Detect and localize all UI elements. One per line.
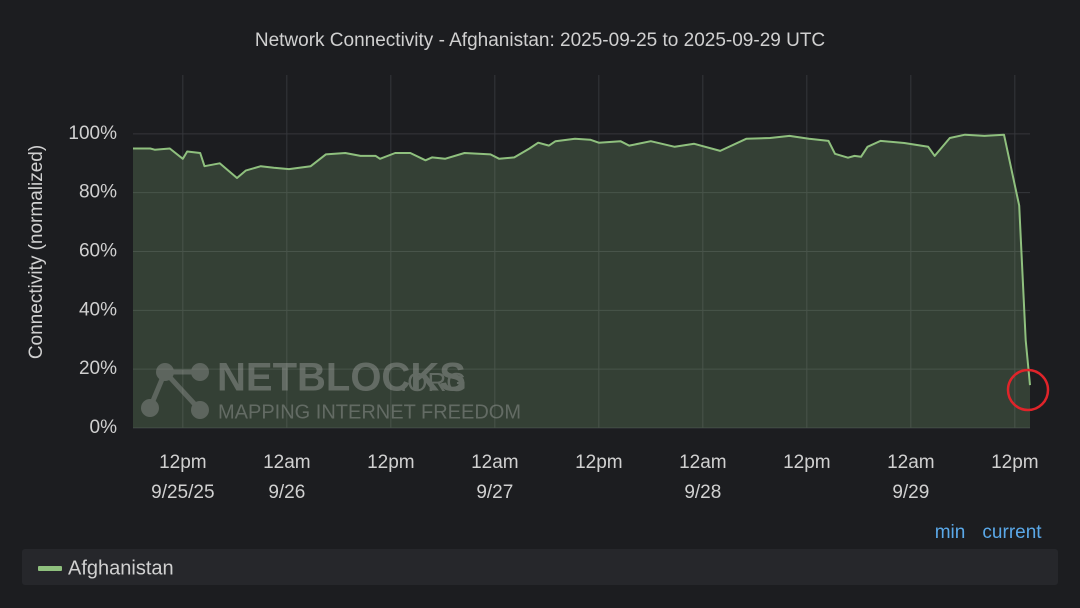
legend-label[interactable]: Afghanistan [68,557,174,579]
chart-title: Network Connectivity - Afghanistan: 2025… [255,30,825,51]
x-tick-date: 9/27 [476,482,513,503]
y-tick-label: 20% [79,358,117,379]
x-tick-label: 12pm [783,452,831,473]
highlight-circle [1006,368,1050,412]
x-tick-label: 12am [263,452,311,473]
legend-row [22,549,1058,585]
legend-swatch [38,566,62,571]
grid [133,75,1030,429]
plot [133,133,1031,428]
x-tick-date: 9/25/25 [151,482,214,503]
watermark-icon [147,369,202,412]
area [133,134,1030,428]
watermark-dots [141,363,209,419]
x-tick-label: 12am [679,452,727,473]
watermark-tagline: MAPPING INTERNET FREEDOM [218,401,521,423]
y-tick-label: 40% [79,299,117,320]
x-tick-label: 12pm [575,452,623,473]
x-tick-date: 9/29 [892,482,929,503]
y-axis-label: Connectivity (normalized) [26,145,47,359]
y-tick-label: 100% [68,123,117,144]
x-tick-label: 12pm [159,452,207,473]
x-tick-label: 12am [471,452,519,473]
legend-column[interactable]: min [935,522,966,543]
watermark-suffix: .ORG [400,367,466,397]
x-tick-date: 9/28 [684,482,721,503]
watermark: NETBLOCKS .ORG MAPPING INTERNET FREEDOM [141,356,521,423]
legend-column[interactable]: current [982,522,1042,543]
x-tick-label: 12am [887,452,935,473]
x-tick-date: 9/26 [268,482,305,503]
y-tick-label: 0% [90,417,118,438]
y-tick-label: 80% [79,182,117,203]
x-tick-label: 12pm [991,452,1039,473]
line [133,133,1031,386]
x-tick-label: 12pm [367,452,415,473]
watermark-name: NETBLOCKS [217,356,466,400]
y-tick-label: 60% [79,241,117,262]
